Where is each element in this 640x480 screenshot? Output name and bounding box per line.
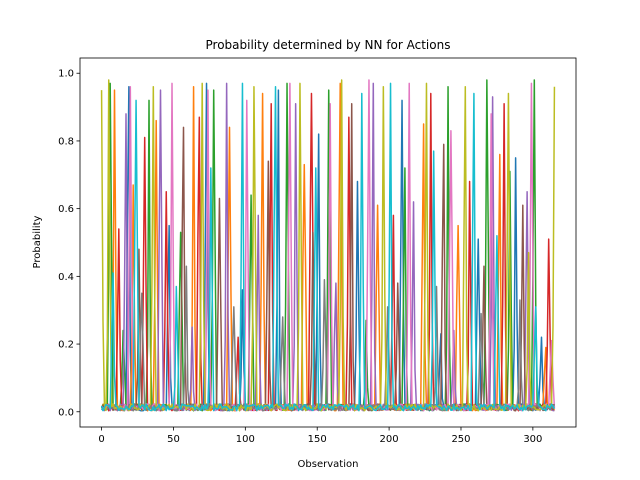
y-tick-label: 0.0 [58, 407, 74, 418]
y-tick-label: 0.8 [58, 136, 74, 147]
x-tick-label: 250 [451, 434, 470, 445]
x-axis: 0 50 100 150 200 250 300 [98, 427, 542, 445]
y-tick-label: 0.6 [58, 204, 74, 215]
x-tick-label: 200 [380, 434, 399, 445]
x-tick-label: 0 [98, 434, 104, 445]
x-tick-label: 50 [167, 434, 180, 445]
series-layer [100, 79, 556, 412]
y-tick-label: 1.0 [58, 69, 74, 80]
y-axis-title: Probability [32, 215, 43, 268]
series-line-10 [100, 82, 556, 412]
plot-frame [79, 57, 577, 428]
y-tick-label: 0.4 [58, 272, 74, 283]
x-tick-label: 100 [236, 434, 255, 445]
y-axis: 0.0 0.2 0.4 0.6 0.8 1.0 [58, 69, 80, 418]
x-axis-title: Observation [298, 459, 359, 470]
y-tick-label: 0.2 [58, 340, 74, 351]
x-tick-label: 150 [308, 434, 327, 445]
chart-title: Probability determined by NN for Actions [206, 38, 451, 52]
x-tick-label: 300 [523, 434, 542, 445]
